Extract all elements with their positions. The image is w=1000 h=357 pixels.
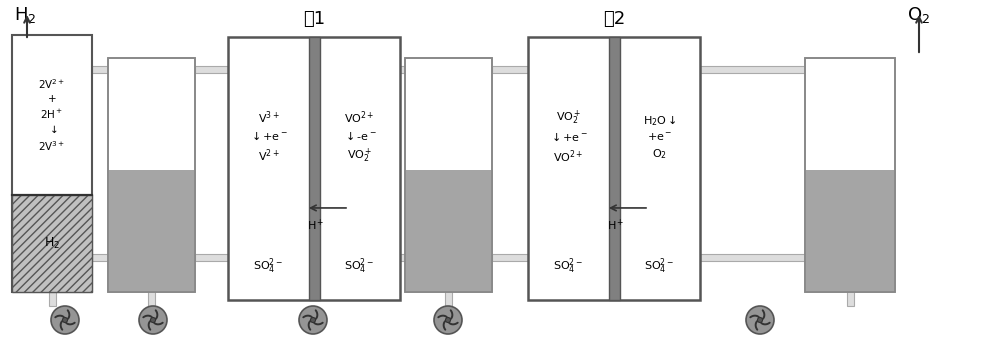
Bar (492, 66, 528, 73)
Bar (405, 58, 492, 292)
Bar (700, 66, 805, 73)
Bar (195, 66, 228, 73)
Text: O$_2$: O$_2$ (907, 5, 930, 25)
Text: SO$_4^{2-}$: SO$_4^{2-}$ (553, 256, 584, 276)
Bar (309, 37, 320, 300)
Circle shape (434, 306, 462, 334)
Bar (228, 37, 400, 300)
Bar (108, 58, 195, 292)
Bar (148, 258, 155, 306)
Circle shape (299, 306, 327, 334)
Text: SO$_4^{2-}$: SO$_4^{2-}$ (253, 256, 284, 276)
Bar (109, 170, 194, 291)
Circle shape (150, 317, 156, 322)
Circle shape (139, 306, 167, 334)
Bar (400, 254, 405, 261)
Bar (12, 195, 92, 292)
Bar (108, 58, 195, 292)
Bar (805, 58, 895, 292)
Text: VO$_2^+$
$\downarrow$+e$^-$
VO$^{2+}$: VO$_2^+$ $\downarrow$+e$^-$ VO$^{2+}$ (549, 109, 588, 165)
Bar (92, 66, 108, 73)
Bar (92, 254, 108, 261)
Bar (406, 170, 491, 291)
Circle shape (757, 317, 763, 322)
Text: SO$_4^{2-}$: SO$_4^{2-}$ (644, 256, 675, 276)
Bar (400, 66, 405, 73)
Text: H$_2$: H$_2$ (44, 236, 60, 251)
Bar (700, 254, 805, 261)
Bar (806, 170, 894, 291)
Text: H$_2$: H$_2$ (14, 5, 36, 25)
Text: V$^{3+}$
$\downarrow$+e$^-$
V$^{2+}$: V$^{3+}$ $\downarrow$+e$^-$ V$^{2+}$ (249, 110, 288, 164)
Bar (12, 195, 92, 292)
Circle shape (51, 306, 79, 334)
Text: H$^+$: H$^+$ (607, 218, 625, 233)
Text: 2V$^{2+}$
+
2H$^+$
$\downarrow$
2V$^{3+}$: 2V$^{2+}$ + 2H$^+$ $\downarrow$ 2V$^{3+}… (38, 77, 66, 153)
Bar (148, 70, 155, 258)
Bar (805, 58, 895, 292)
Bar (847, 258, 854, 306)
Circle shape (310, 317, 316, 322)
Bar (847, 70, 854, 258)
Bar (609, 37, 620, 300)
Bar (405, 58, 492, 292)
Bar (49, 70, 56, 258)
Text: 槽1: 槽1 (303, 10, 325, 28)
Text: SO$_4^{2-}$: SO$_4^{2-}$ (344, 256, 375, 276)
Bar (195, 254, 228, 261)
Text: 槽2: 槽2 (603, 10, 625, 28)
Text: H$^+$: H$^+$ (307, 218, 325, 233)
Bar (445, 70, 452, 258)
Circle shape (445, 317, 451, 322)
Bar (445, 258, 452, 306)
Circle shape (62, 317, 68, 322)
Text: H$_2$O$\downarrow$
+e$^-$
O$_2$: H$_2$O$\downarrow$ +e$^-$ O$_2$ (643, 113, 676, 161)
Bar (492, 254, 528, 261)
Bar (49, 258, 56, 306)
Circle shape (746, 306, 774, 334)
Bar (528, 37, 700, 300)
Text: VO$^{2+}$
$\downarrow$-e$^-$
VO$_2^+$: VO$^{2+}$ $\downarrow$-e$^-$ VO$_2^+$ (343, 109, 376, 165)
Bar (12, 35, 92, 195)
